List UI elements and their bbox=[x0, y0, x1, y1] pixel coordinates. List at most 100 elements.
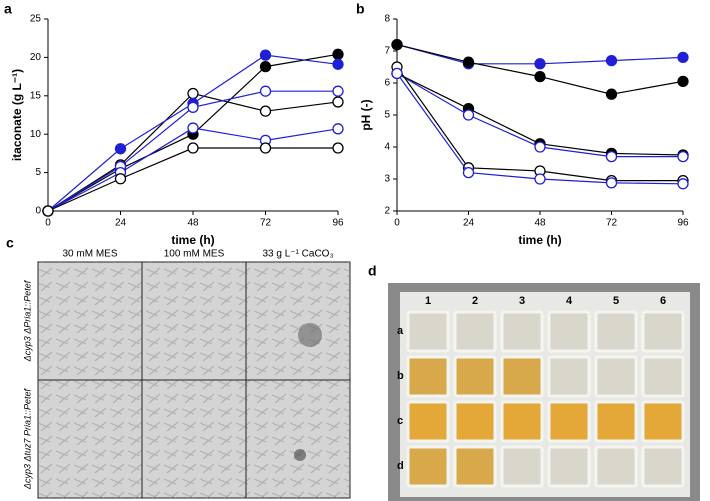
row-label: b bbox=[397, 370, 404, 382]
data-point bbox=[677, 75, 689, 88]
well bbox=[453, 445, 497, 488]
data-point bbox=[187, 87, 199, 100]
data-point bbox=[677, 51, 689, 64]
y-tick-label: 5 bbox=[384, 110, 390, 121]
well bbox=[453, 310, 497, 353]
y-tick-label: 4 bbox=[384, 142, 390, 153]
x-tick-label: 72 bbox=[260, 218, 272, 229]
y-tick-label: 10 bbox=[30, 129, 42, 140]
y-tick-label: 6 bbox=[384, 78, 390, 89]
y-tick-label: 5 bbox=[35, 167, 41, 178]
series-line bbox=[47, 127, 339, 212]
data-point bbox=[462, 56, 475, 68]
column-label: 2 bbox=[472, 295, 478, 307]
data-point bbox=[534, 58, 546, 70]
data-point bbox=[259, 105, 272, 117]
well bbox=[641, 355, 685, 398]
x-tick-label: 0 bbox=[394, 218, 400, 229]
x-axis-label: time (h) bbox=[518, 233, 561, 247]
column-label: 30 mM MES bbox=[62, 249, 117, 260]
panel-label: d bbox=[368, 263, 377, 279]
well bbox=[500, 445, 544, 488]
well bbox=[547, 310, 591, 353]
column-label: 1 bbox=[425, 295, 431, 307]
column-label: 33 g L⁻¹ CaCO₃ bbox=[262, 249, 333, 260]
y-tick-label: 20 bbox=[30, 52, 42, 63]
data-point bbox=[259, 49, 272, 61]
y-axis-label: pH (-) bbox=[359, 99, 373, 130]
y-tick-label: 8 bbox=[384, 14, 390, 25]
well bbox=[641, 445, 685, 488]
y-tick-label: 3 bbox=[384, 174, 390, 185]
panel-label: c bbox=[6, 235, 14, 251]
y-tick-label: 7 bbox=[384, 46, 390, 57]
data-point bbox=[391, 67, 403, 80]
data-point bbox=[332, 85, 344, 97]
x-tick-label: 24 bbox=[115, 218, 127, 229]
x-tick-label: 72 bbox=[606, 218, 618, 229]
data-point bbox=[462, 109, 475, 121]
x-tick-label: 48 bbox=[187, 218, 199, 229]
x-tick-label: 48 bbox=[534, 218, 546, 229]
data-point bbox=[114, 143, 127, 155]
data-point bbox=[332, 48, 344, 60]
well bbox=[453, 355, 497, 398]
data-point bbox=[677, 150, 689, 163]
well bbox=[594, 310, 638, 353]
y-axis-label: itaconate (g L⁻¹) bbox=[10, 69, 24, 161]
data-point bbox=[114, 173, 127, 185]
data-point bbox=[42, 205, 54, 217]
x-tick-label: 24 bbox=[463, 218, 475, 229]
data-point bbox=[534, 141, 546, 153]
panel-label: a bbox=[4, 1, 12, 17]
x-tick-label: 0 bbox=[45, 218, 51, 229]
column-label: 6 bbox=[660, 295, 666, 307]
data-point bbox=[259, 142, 272, 154]
microscopy-images bbox=[37, 261, 351, 499]
data-point bbox=[259, 60, 272, 73]
well bbox=[406, 355, 450, 398]
well bbox=[594, 355, 638, 398]
y-tick-label: 25 bbox=[30, 14, 42, 25]
well bbox=[594, 445, 638, 488]
well bbox=[500, 310, 544, 353]
data-point bbox=[534, 173, 546, 185]
row-label: Δcyp3 Δtuz7 Pria1::Petef bbox=[22, 387, 32, 490]
data-point bbox=[391, 38, 403, 51]
well bbox=[406, 445, 450, 488]
column-label: 100 mM MES bbox=[164, 249, 225, 260]
series-line bbox=[396, 66, 683, 182]
row-label: c bbox=[397, 415, 403, 427]
well bbox=[594, 400, 638, 443]
data-point bbox=[605, 150, 618, 163]
y-tick-label: 15 bbox=[30, 90, 42, 101]
row-label: a bbox=[397, 325, 404, 337]
data-point bbox=[332, 142, 344, 154]
row-label: Δcyp3 ΔPria1::Petef bbox=[22, 279, 32, 362]
data-point bbox=[534, 70, 546, 83]
y-tick-label: 2 bbox=[384, 206, 390, 217]
data-point bbox=[677, 178, 689, 190]
well bbox=[641, 310, 685, 353]
x-tick-label: 96 bbox=[332, 218, 344, 229]
column-label: 3 bbox=[519, 295, 525, 307]
well bbox=[547, 355, 591, 398]
x-axis-label: time (h) bbox=[171, 233, 214, 247]
well bbox=[547, 445, 591, 488]
data-point bbox=[332, 123, 344, 135]
well bbox=[641, 400, 685, 443]
data-point bbox=[332, 96, 344, 108]
data-point bbox=[332, 58, 344, 70]
column-label: 4 bbox=[566, 295, 573, 307]
data-point bbox=[187, 101, 199, 113]
panel-label: b bbox=[356, 1, 365, 17]
row-label: d bbox=[397, 460, 404, 472]
well bbox=[406, 310, 450, 353]
data-point bbox=[259, 85, 272, 97]
data-point bbox=[187, 122, 199, 134]
well bbox=[500, 400, 544, 443]
y-tick-label: 0 bbox=[35, 206, 41, 217]
data-point bbox=[605, 54, 618, 67]
well bbox=[547, 400, 591, 443]
